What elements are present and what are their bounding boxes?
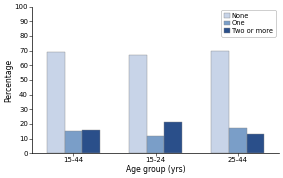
- Y-axis label: Percentage: Percentage: [4, 58, 13, 101]
- Bar: [65, 131, 82, 153]
- Bar: [47, 52, 65, 153]
- X-axis label: Age group (yrs): Age group (yrs): [126, 165, 185, 174]
- Bar: [147, 136, 164, 153]
- Bar: [211, 51, 229, 153]
- Legend: None, One, Two or more: None, One, Two or more: [221, 10, 275, 37]
- Bar: [82, 130, 100, 153]
- Bar: [246, 134, 264, 153]
- Bar: [129, 55, 147, 153]
- Bar: [164, 122, 182, 153]
- Bar: [229, 128, 246, 153]
